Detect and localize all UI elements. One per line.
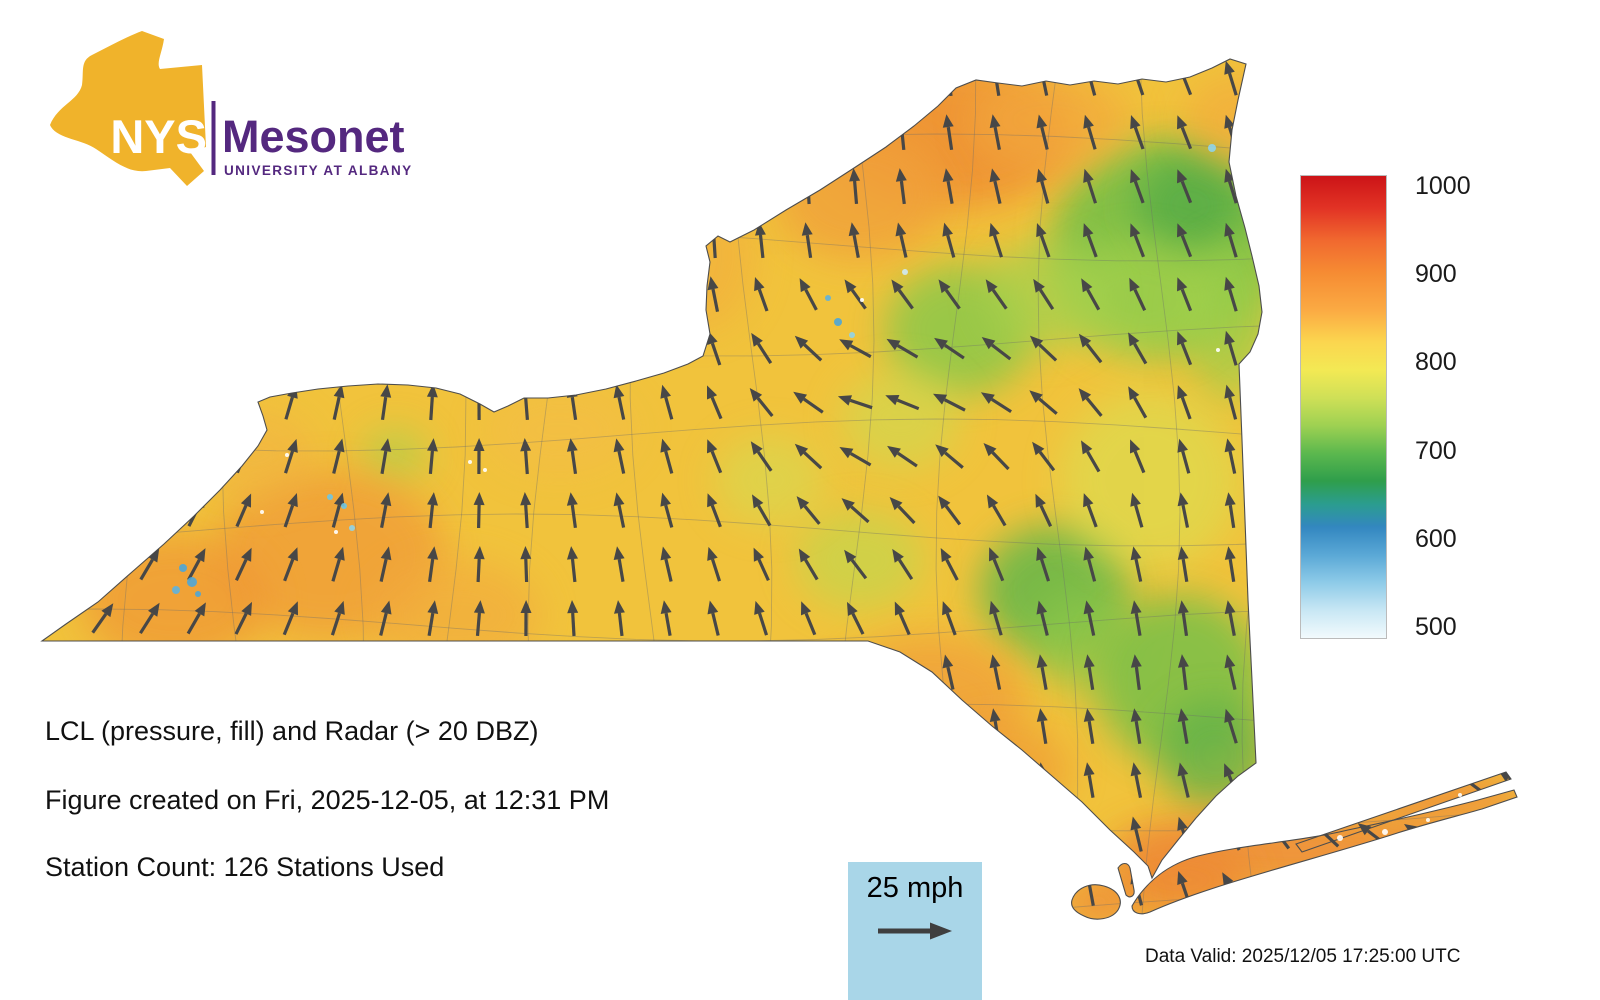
colorbar-tick: 800 [1415,348,1457,377]
logo-nys-text: NYS [110,110,207,163]
station-count-line: Station Count: 126 Stations Used [45,852,445,882]
data-valid-timestamp: Data Valid: 2025/12/05 17:25:00 UTC [1145,946,1461,967]
nys-mesonet-logo: NYS Mesonet UNIVERSITY AT ALBANY [50,31,413,186]
logo-university-text: UNIVERSITY AT ALBANY [224,163,413,178]
figure-title: LCL (pressure, fill) and Radar (> 20 DBZ… [45,716,539,746]
colorbar-tick: 600 [1415,524,1457,553]
logo-divider [211,101,216,175]
colorbar-tick: 700 [1415,436,1457,465]
colorbar: 1000 900 800 700 600 500 [1300,172,1560,645]
colorbar-tick: 900 [1415,260,1457,289]
figure-created-line: Figure created on Fri, 2025-12-05, at 12… [45,785,610,815]
wind-speed-label: 25 mph [866,872,964,904]
ny-state-logo-shape [50,31,206,186]
logo-mesonet-text: Mesonet [222,111,405,162]
colorbar-tick-labels: 1000 900 800 700 600 500 [1415,172,1471,642]
colorbar-tick: 1000 [1415,172,1471,200]
wind-reference-arrow-icon [878,922,952,940]
radar-echoes [172,144,1462,841]
wind-speed-legend: 25 mph [848,862,982,1000]
colorbar-tick: 500 [1415,612,1457,641]
colorbar-gradient [1300,175,1387,639]
